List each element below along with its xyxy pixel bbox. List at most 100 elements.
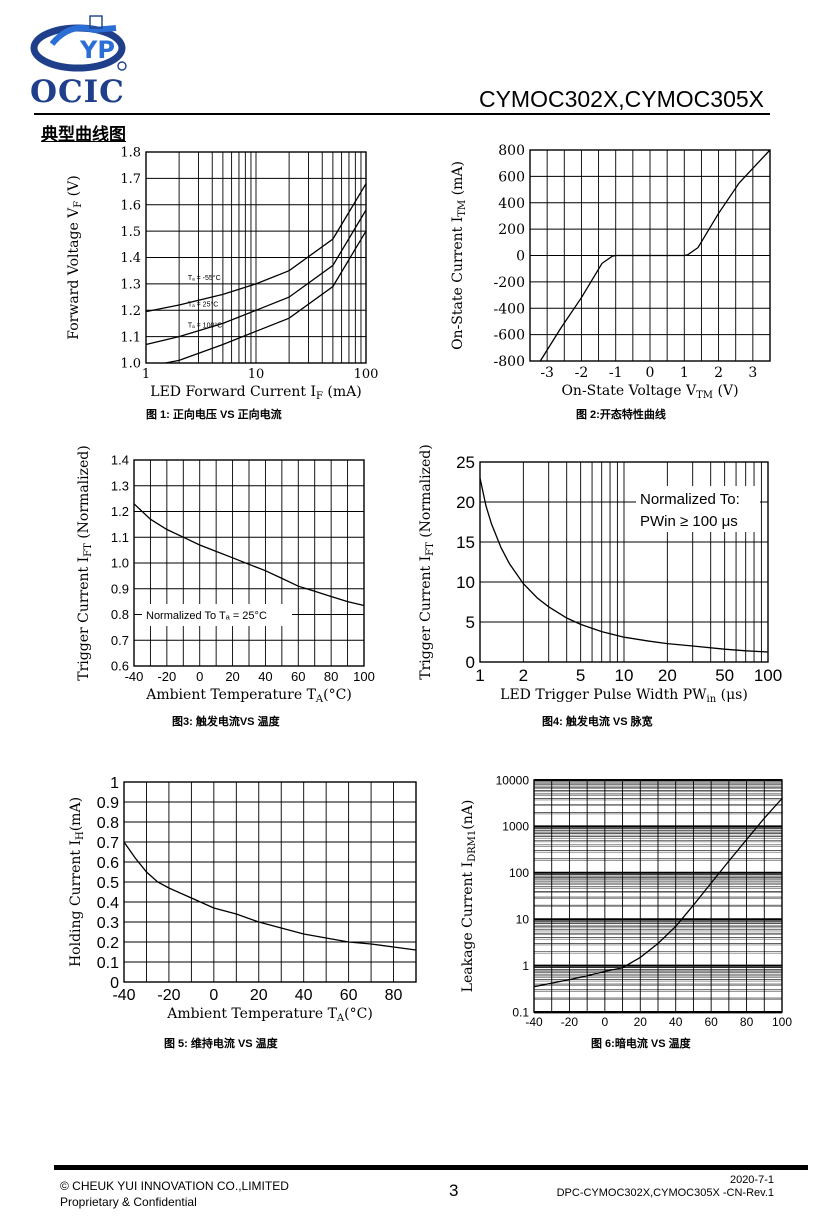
x-tick-label: -20 (561, 1015, 579, 1029)
y-tick-label: 1.3 (111, 478, 129, 493)
x-axis-label-sub: A (336, 1013, 345, 1024)
x-tick-label: -2 (575, 365, 589, 381)
x-tick-label: 1 (680, 365, 689, 381)
y-tick-label: 0 (516, 249, 525, 265)
x-tick-label: 100 (772, 1015, 792, 1029)
x-axis-label-main: Ambient Temperature T (145, 687, 316, 703)
x-axis-label-unit: (°C) (344, 1006, 373, 1022)
y-tick-label: 0.9 (97, 795, 119, 812)
y-axis-label-main: Forward Voltage V (66, 207, 82, 340)
y-tick-label: 0.8 (97, 815, 119, 832)
logo-icon: YP (30, 15, 127, 72)
y-tick-label: 10 (516, 913, 530, 927)
x-tick-label: 1 (475, 666, 484, 685)
y-tick-label: 10000 (496, 773, 530, 787)
y-tick-label: 1.7 (120, 172, 141, 187)
y-axis-label-unit: (V) (66, 175, 82, 200)
y-axis-label: Leakage Current IDRM1(nA) (460, 800, 478, 993)
x-axis-label-sub: F (316, 391, 323, 402)
y-tick-label: -600 (494, 328, 525, 344)
y-axis-label-sub: FT (83, 543, 94, 557)
chart-trigger-temp: -40 -20 0 20 40 60 80 100 0.6 0.7 0.8 0.9 1.0 1.1 1.2 1… (76, 445, 375, 705)
y-axis-label: Forward Voltage VF (V) (66, 175, 84, 339)
x-tick-label: 20 (634, 1015, 648, 1029)
y-tick-label: 0.5 (97, 875, 119, 892)
x-axis-label: On-State Voltage VTM (V) (561, 383, 738, 401)
x-tick-label: 60 (291, 669, 305, 684)
chart-holding-current: -40 -20 0 20 40 60 80 0 0.1 0.2 0.3 0.4 0.5 0.6 0.7 0.8… (68, 775, 417, 1024)
y-tick-label: 10 (456, 573, 475, 592)
series-line-0 (533, 798, 783, 988)
series-line-0 (123, 841, 417, 951)
y-tick-label: 0.1 (512, 1005, 529, 1019)
chart-on-state: -3 -2 -1 0 1 2 3 -800 -600 -400 -200 0 200 400 600 800 O… (450, 143, 771, 401)
y-tick-label: 0.2 (97, 935, 119, 952)
y-tick-label: 0.4 (97, 895, 119, 912)
y-tick-label: -200 (494, 275, 525, 291)
x-tick-label: -40 (112, 987, 135, 1004)
x-axis-label: Ambient Temperature TA(°C) (145, 687, 352, 705)
x-tick-label: 20 (658, 666, 677, 685)
series-line-0 (133, 503, 365, 607)
plot-frame (529, 149, 771, 362)
x-tick-label: 1 (142, 367, 150, 382)
x-axis-label-unit: (μs) (716, 687, 748, 703)
series-line-2 (165, 230, 367, 364)
y-axis-label: Holding Current IH(mA) (68, 797, 86, 967)
y-tick-label: -400 (494, 301, 525, 317)
x-tick-label: 2 (519, 666, 528, 685)
x-tick-label: 80 (324, 669, 338, 684)
caption-fig2: 图 2:开态特性曲线 (576, 409, 666, 421)
footer-divider (54, 1165, 808, 1170)
x-tick-label: 100 (754, 666, 782, 685)
page-number: 3 (449, 1181, 459, 1200)
y-tick-label: 800 (498, 143, 525, 159)
y-tick-label: 1.4 (120, 251, 141, 266)
series-label: Tₐ = -55°C (188, 274, 221, 282)
series-line-0 (145, 183, 367, 313)
x-axis-label-main: On-State Voltage V (561, 383, 697, 399)
x-tick-label: -20 (157, 987, 180, 1004)
y-tick-label: 1.3 (120, 278, 141, 293)
y-tick-label: 0.3 (97, 915, 119, 932)
y-axis-label-sub: H (75, 831, 86, 840)
chart-leakage-current: -40 -20 0 20 40 60 80 100 0.1 1 10 100 1000 10000 Leak… (460, 773, 792, 1029)
x-axis-label-unit: (V) (713, 383, 738, 399)
x-tick-label: 20 (225, 669, 239, 684)
y-tick-label: 1.1 (120, 330, 141, 345)
y-tick-label: 1.1 (111, 530, 129, 545)
y-axis-label: On-State Current ITM (mA) (450, 161, 468, 350)
x-axis-label-unit: (mA) (323, 384, 362, 400)
y-tick-label: 1.2 (120, 304, 141, 319)
x-tick-label: -40 (525, 1015, 543, 1029)
y-tick-label: 1.8 (120, 146, 141, 161)
y-axis-label-unit: (mA) (450, 161, 466, 200)
x-tick-label: 40 (258, 669, 272, 684)
footer-copyright: © CHEUK YUI INNOVATION CO.,LIMITED (60, 1179, 289, 1193)
caption-fig6: 图 6:暗电流 VS 温度 (591, 1038, 691, 1050)
x-tick-label: 3 (748, 365, 757, 381)
document-title: CYMOC302X,CYMOC305X (478, 86, 764, 112)
x-tick-label: 2 (714, 365, 723, 381)
footer-confidential: Proprietary & Confidential (60, 1195, 197, 1209)
x-tick-label: 80 (740, 1015, 754, 1029)
y-tick-label: 0.9 (111, 581, 129, 596)
y-tick-label: 0 (110, 975, 119, 992)
x-tick-label: -40 (125, 669, 144, 684)
header-divider (34, 113, 770, 115)
y-axis-label: Trigger Current IFT (Normalized) (76, 445, 94, 680)
chart-forward-voltage: 1 10 100 1.0 1.1 1.2 1.3 1.4 1.5 1.6 1.7 1.8 LED For… (66, 146, 378, 402)
x-axis-label: LED Trigger Pulse Width PWin (μs) (500, 687, 748, 705)
series-label: Tₐ = 25°C (188, 300, 219, 308)
chart-annotation-line: PWin ≥ 100 μs (640, 513, 738, 530)
y-axis-label-main: Holding Current I (68, 840, 84, 967)
y-tick-label: 1.6 (120, 198, 141, 213)
y-tick-label: 1.2 (111, 504, 129, 519)
x-axis-label-sub: TM (696, 390, 713, 401)
y-axis-label-main: Trigger Current I (418, 556, 434, 680)
y-tick-label: 1.4 (111, 453, 129, 468)
x-axis-label-unit: (°C) (323, 687, 352, 703)
x-tick-label: 40 (669, 1015, 683, 1029)
y-axis-label-unit: (Normalized) (418, 444, 434, 542)
plot-frame (145, 151, 367, 364)
